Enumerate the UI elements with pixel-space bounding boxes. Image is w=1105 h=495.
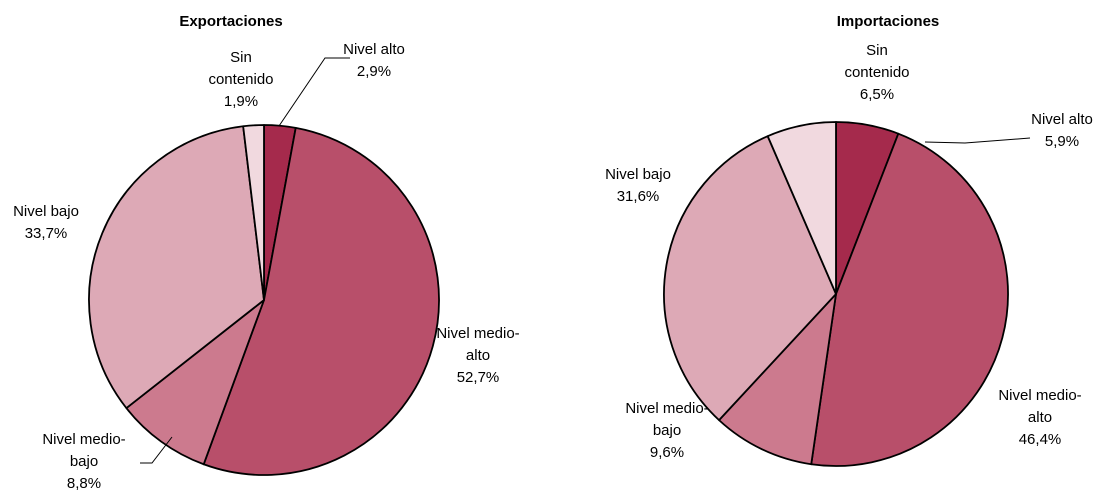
exports-leader-line-nivel-alto: [278, 57, 350, 127]
imports-label-nivel-alto: Nivel alto 5,9%: [1031, 111, 1093, 150]
exports-pie-chart: Exportaciones Nivel alto 2,9% Nivel medio-…: [13, 13, 520, 492]
imports-label-nivel-medio-alto: Nivel medio-alto 46,4%: [998, 387, 1081, 448]
exports-leader-line-nivel-medio-bajo: [140, 436, 173, 464]
imports-chart-title: Importaciones: [837, 13, 940, 30]
imports-label-nivel-bajo: Nivel bajo 31,6%: [605, 166, 671, 205]
exports-slice-nivel-medio-alto: [202, 127, 440, 476]
imports-label-sin-contenido: Sin contenido 6,5%: [844, 42, 909, 103]
exports-label-nivel-medio-alto: Nivel medio-alto 52,7%: [436, 325, 519, 386]
exports-chart-title: Exportaciones: [179, 13, 282, 30]
exports-label-nivel-alto: Nivel alto 2,9%: [343, 41, 405, 80]
imports-slice-nivel-bajo: [663, 135, 837, 422]
imports-slice-nivel-medio-alto: [810, 132, 1009, 467]
imports-slice-nivel-medio-bajo: [718, 293, 837, 466]
exports-label-sin-contenido: Sin contenido 1,9%: [208, 49, 273, 110]
imports-leader-line-nivel-alto: [924, 137, 1031, 144]
exports-label-nivel-medio-bajo: Nivel medio-bajo 8,8%: [42, 431, 125, 492]
imports-slice-sin-contenido: [766, 121, 837, 295]
imports-pie-chart: Importaciones Nivel alto 5,9% Nivel medio-…: [605, 13, 1093, 467]
exports-slice-nivel-medio-bajo: [125, 299, 265, 466]
exports-slice-nivel-bajo: [88, 125, 265, 410]
imports-label-nivel-medio-bajo: Nivel medio-bajo 9,6%: [625, 400, 708, 461]
exports-label-nivel-bajo: Nivel bajo 33,7%: [13, 203, 79, 242]
exports-slice-sin-contenido: [242, 124, 265, 301]
